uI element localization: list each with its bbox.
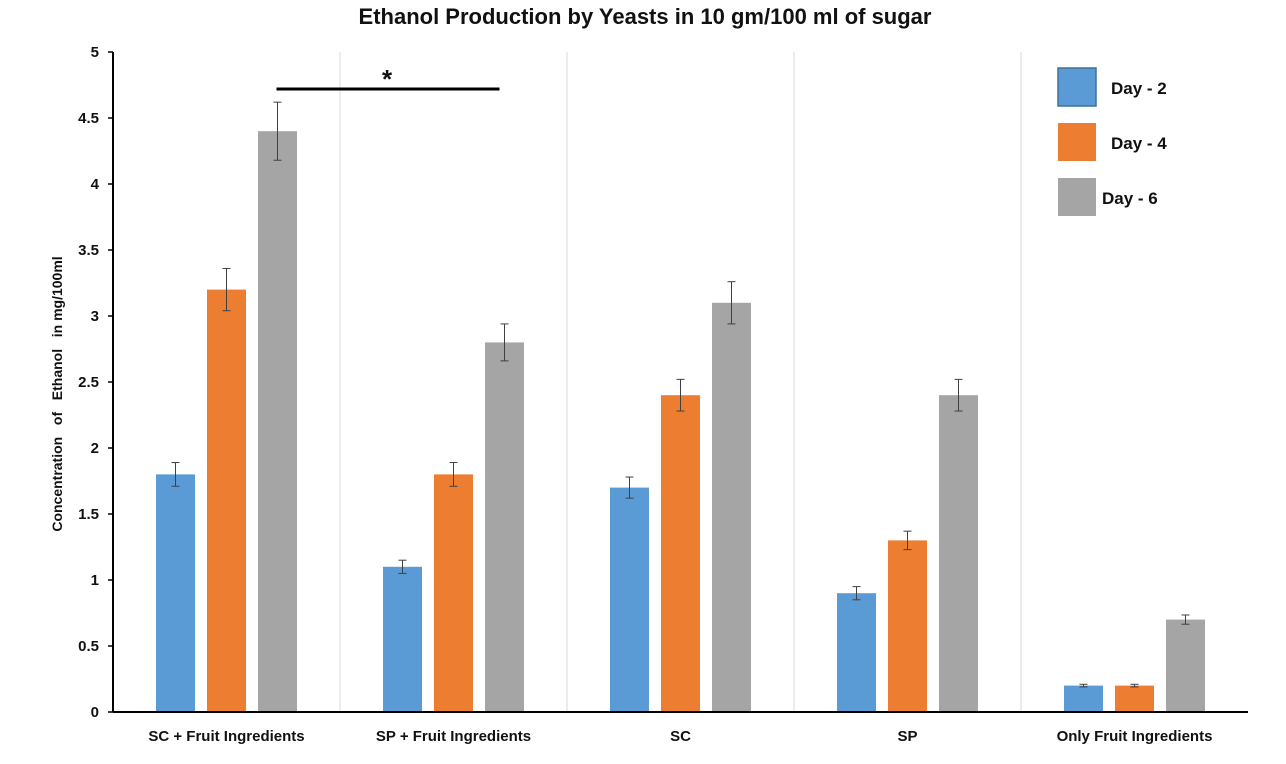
legend-label: Day - 6 bbox=[1102, 189, 1158, 208]
y-tick-label: 2 bbox=[91, 440, 99, 457]
bar bbox=[610, 487, 649, 712]
bar bbox=[434, 474, 473, 712]
bar bbox=[485, 342, 524, 712]
bar bbox=[888, 540, 927, 712]
x-category-label: SP bbox=[897, 728, 917, 745]
legend: Day - 2 Day - 4 Day - 6 bbox=[1057, 67, 1167, 216]
axes bbox=[112, 52, 1248, 713]
bar bbox=[837, 593, 876, 712]
y-axis-ticks: 0 0.5 1 1.5 2 2.5 3 3.5 4 4.5 5 bbox=[78, 44, 113, 721]
bar bbox=[939, 395, 978, 712]
legend-swatch bbox=[1057, 67, 1097, 107]
y-tick-label: 4 bbox=[91, 176, 100, 193]
y-tick-label: 0.5 bbox=[78, 638, 99, 655]
y-tick-label: 4.5 bbox=[78, 110, 99, 127]
bar bbox=[661, 395, 700, 712]
y-tick-label: 1 bbox=[91, 572, 99, 589]
bar bbox=[383, 566, 422, 712]
bar bbox=[1166, 619, 1205, 712]
chart-title: Ethanol Production by Yeasts in 10 gm/10… bbox=[359, 4, 932, 29]
significance-star: * bbox=[382, 64, 393, 94]
x-category-label: SP + Fruit Ingredients bbox=[376, 728, 531, 745]
legend-swatch bbox=[1058, 178, 1096, 216]
error-bars bbox=[171, 101, 1190, 688]
significance-annotation: * bbox=[276, 64, 500, 94]
bar bbox=[712, 302, 751, 712]
x-category-label: SC bbox=[670, 728, 691, 745]
bar bbox=[207, 289, 246, 712]
y-tick-label: 2.5 bbox=[78, 374, 99, 391]
y-tick-label: 0 bbox=[91, 704, 99, 721]
legend-swatch bbox=[1058, 123, 1096, 161]
legend-label: Day - 4 bbox=[1111, 134, 1167, 153]
y-tick-label: 5 bbox=[91, 44, 99, 61]
x-category-label: SC + Fruit Ingredients bbox=[148, 728, 304, 745]
bar bbox=[156, 474, 195, 712]
y-tick-label: 3 bbox=[91, 308, 99, 325]
y-tick-label: 3.5 bbox=[78, 242, 99, 259]
legend-label: Day - 2 bbox=[1111, 79, 1167, 98]
x-category-label: Only Fruit Ingredients bbox=[1057, 728, 1213, 745]
x-axis-categories: SC + Fruit Ingredients SP + Fruit Ingredi… bbox=[148, 728, 1212, 745]
bar bbox=[1115, 685, 1154, 712]
y-axis-label: Concentration of Ethanol in mg/100ml bbox=[49, 256, 65, 531]
bar bbox=[258, 131, 297, 712]
y-tick-label: 1.5 bbox=[78, 506, 99, 523]
category-separators bbox=[339, 52, 1022, 712]
bar bbox=[1064, 685, 1103, 712]
bars bbox=[156, 131, 1205, 712]
